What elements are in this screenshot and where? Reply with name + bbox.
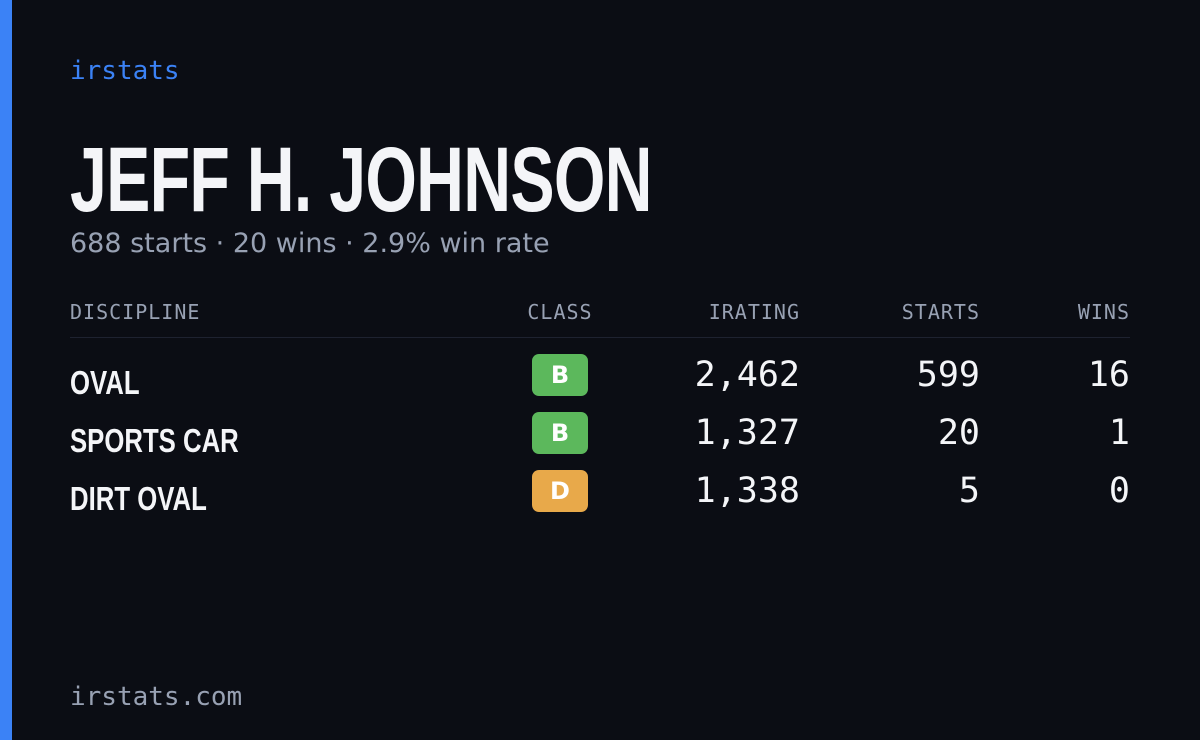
column-header: WINS xyxy=(1077,300,1130,324)
brand: irstats xyxy=(70,56,180,86)
column-header: IRATING xyxy=(708,300,800,324)
column-header: STARTS xyxy=(901,300,980,324)
summary: 688 starts · 20 wins · 2.9% win rate xyxy=(70,228,550,259)
column-header: CLASS xyxy=(527,300,593,324)
wins-value: 0 xyxy=(1108,471,1130,511)
discipline: DIRT OVAL xyxy=(70,480,207,517)
class-badge: B xyxy=(532,354,588,396)
irating-value: 1,338 xyxy=(694,471,800,511)
discipline: OVAL xyxy=(70,364,140,401)
wins-value: 1 xyxy=(1108,413,1130,453)
header-rule xyxy=(70,337,1130,338)
class-badge: D xyxy=(532,470,588,512)
accent-bar xyxy=(0,0,12,740)
starts-value: 20 xyxy=(937,413,980,453)
footer-url: irstats.com xyxy=(70,682,243,712)
irating-value: 1,327 xyxy=(694,413,800,453)
class-badge: B xyxy=(532,412,588,454)
driver-name: JEFF H. JOHNSON xyxy=(70,129,652,231)
column-header: DISCIPLINE xyxy=(70,300,201,324)
wins-value: 16 xyxy=(1087,355,1130,395)
irating-value: 2,462 xyxy=(694,355,800,395)
discipline: SPORTS CAR xyxy=(70,422,239,459)
starts-value: 5 xyxy=(958,471,980,511)
starts-value: 599 xyxy=(916,355,980,395)
